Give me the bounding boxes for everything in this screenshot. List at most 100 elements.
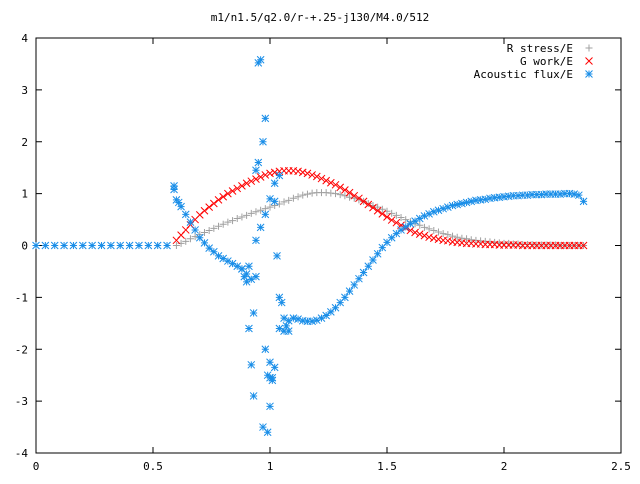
- data-point-acoustic-flux-e: [289, 314, 298, 322]
- data-point-acoustic-flux-e: [509, 191, 518, 200]
- y-tick-label: 0: [21, 240, 28, 253]
- data-point-r-stress-e: [182, 237, 190, 245]
- data-point-r-stress-e: [308, 189, 316, 197]
- data-point-acoustic-flux-e: [261, 210, 270, 219]
- data-point-g-work-e: [359, 197, 368, 206]
- data-point-g-work-e: [224, 189, 232, 198]
- data-point-acoustic-flux-e: [263, 428, 272, 437]
- data-point-acoustic-flux-e: [476, 195, 485, 204]
- data-point-acoustic-flux-e: [364, 262, 373, 271]
- data-point-acoustic-flux-e: [252, 236, 260, 245]
- data-point-r-stress-e: [430, 226, 438, 234]
- data-point-acoustic-flux-e: [200, 239, 209, 247]
- data-point-g-work-e: [383, 213, 391, 221]
- data-point-acoustic-flux-e: [373, 249, 382, 258]
- data-point-acoustic-flux-e: [275, 171, 284, 180]
- data-point-acoustic-flux-e: [537, 190, 546, 199]
- data-point-acoustic-flux-e: [392, 229, 401, 238]
- data-point-r-stress-e: [229, 217, 237, 225]
- data-point-acoustic-flux-e: [411, 217, 419, 225]
- data-point-r-stress-e: [210, 224, 218, 232]
- data-point-acoustic-flux-e: [378, 243, 387, 252]
- data-point-acoustic-flux-e: [277, 298, 286, 307]
- data-point-acoustic-flux-e: [88, 241, 97, 250]
- data-point-acoustic-flux-e: [270, 363, 279, 372]
- data-point-acoustic-flux-e: [247, 360, 256, 369]
- x-tick-label: 2: [501, 460, 508, 473]
- y-tick-label: 2: [21, 136, 28, 149]
- data-point-acoustic-flux-e: [462, 198, 471, 207]
- data-point-acoustic-flux-e: [116, 241, 125, 250]
- data-point-acoustic-flux-e: [369, 256, 377, 264]
- data-point-r-stress-e: [449, 232, 457, 240]
- data-point-acoustic-flux-e: [275, 293, 284, 302]
- data-point-g-work-e: [200, 206, 209, 215]
- plot-frame: [35, 37, 622, 454]
- data-point-acoustic-flux-e: [266, 373, 274, 382]
- data-point-acoustic-flux-e: [345, 287, 354, 296]
- data-point-acoustic-flux-e: [429, 207, 438, 216]
- data-point-acoustic-flux-e: [97, 241, 106, 250]
- data-point-acoustic-flux-e: [259, 423, 267, 431]
- data-point-r-stress-e: [402, 216, 410, 224]
- data-point-acoustic-flux-e: [425, 210, 433, 218]
- data-point-acoustic-flux-e: [181, 210, 190, 219]
- data-point-acoustic-flux-e: [303, 317, 312, 326]
- data-point-g-work-e: [209, 199, 218, 208]
- legend-marker: [585, 44, 593, 52]
- series-acoustic-flux-e: [32, 55, 588, 437]
- data-point-acoustic-flux-e: [504, 192, 513, 201]
- data-point-acoustic-flux-e: [312, 316, 321, 325]
- data-point-g-work-e: [369, 203, 377, 212]
- data-point-acoustic-flux-e: [570, 190, 579, 198]
- series-g-work-e: [172, 166, 588, 250]
- data-point-r-stress-e: [191, 233, 199, 241]
- data-point-g-work-e: [341, 186, 349, 194]
- data-point-g-work-e: [336, 183, 345, 192]
- data-point-g-work-e: [317, 174, 326, 183]
- data-point-g-work-e: [443, 236, 452, 245]
- data-point-r-stress-e: [416, 221, 424, 229]
- data-point-r-stress-e: [266, 203, 274, 211]
- data-point-g-work-e: [579, 241, 588, 250]
- data-point-g-work-e: [294, 167, 302, 176]
- data-point-acoustic-flux-e: [326, 308, 335, 316]
- data-point-acoustic-flux-e: [415, 214, 424, 223]
- data-point-acoustic-flux-e: [259, 137, 267, 146]
- data-point-r-stress-e: [299, 191, 307, 199]
- data-point-acoustic-flux-e: [439, 204, 448, 213]
- data-point-g-work-e: [270, 168, 279, 177]
- y-tick-label: 4: [21, 32, 28, 45]
- data-point-g-work-e: [214, 195, 223, 204]
- legend-marker: [585, 70, 593, 78]
- data-point-acoustic-flux-e: [359, 268, 368, 277]
- data-point-acoustic-flux-e: [495, 193, 504, 202]
- data-point-acoustic-flux-e: [467, 197, 476, 206]
- data-point-acoustic-flux-e: [256, 55, 265, 64]
- data-point-acoustic-flux-e: [170, 181, 178, 190]
- x-tick-label: 0.5: [143, 460, 163, 473]
- data-point-g-work-e: [378, 210, 387, 218]
- data-point-acoustic-flux-e: [546, 190, 555, 198]
- data-point-acoustic-flux-e: [60, 241, 68, 250]
- data-point-r-stress-e: [439, 230, 447, 238]
- data-point-g-work-e: [420, 231, 429, 240]
- data-point-r-stress-e: [505, 239, 513, 247]
- data-point-acoustic-flux-e: [341, 293, 349, 302]
- data-point-g-work-e: [326, 178, 335, 187]
- data-point-acoustic-flux-e: [249, 309, 258, 317]
- data-point-acoustic-flux-e: [579, 197, 588, 206]
- data-point-g-work-e: [252, 175, 260, 183]
- data-point-acoustic-flux-e: [443, 203, 452, 211]
- data-point-r-stress-e: [425, 225, 433, 233]
- data-point-r-stress-e: [294, 193, 302, 201]
- data-point-acoustic-flux-e: [163, 241, 171, 250]
- data-point-acoustic-flux-e: [448, 201, 457, 210]
- data-point-r-stress-e: [257, 206, 265, 214]
- data-point-acoustic-flux-e: [254, 158, 263, 167]
- data-point-r-stress-e: [420, 223, 428, 231]
- data-point-g-work-e: [261, 171, 270, 179]
- data-point-g-work-e: [228, 187, 237, 195]
- data-point-acoustic-flux-e: [144, 241, 153, 250]
- data-point-r-stress-e: [472, 236, 480, 244]
